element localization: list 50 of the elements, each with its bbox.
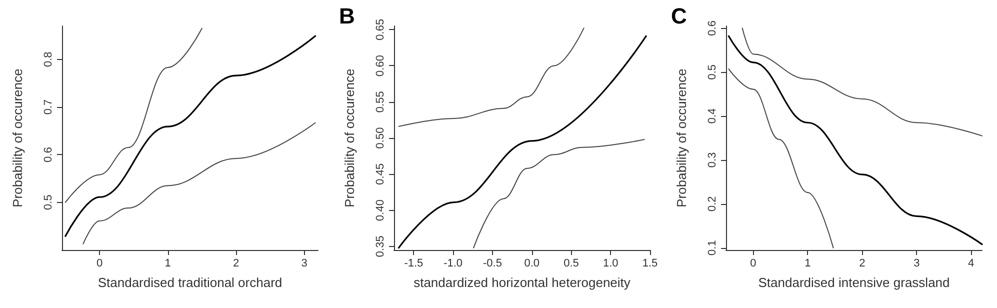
x-tick-label: -1.5 (404, 258, 424, 270)
x-tick-label: 0 (750, 258, 756, 270)
x-tick-label: 1.5 (642, 258, 658, 270)
line-series (728, 35, 983, 246)
x-axis-title: Standardised traditional orchard (98, 275, 282, 290)
y-tick-label: 0.60 (374, 55, 386, 76)
y-tick-label: 0.5 (42, 194, 54, 210)
y-tick-label: 0.65 (374, 18, 386, 40)
line-series (742, 28, 982, 136)
y-tick-label: 0.7 (42, 99, 54, 115)
x-tick-label: 3 (301, 258, 308, 270)
y-axis-title: Probability of occurence (674, 68, 689, 208)
y-tick-label: 0.1 (706, 240, 718, 256)
y-axis-title: Probability of occurence (342, 68, 357, 208)
line-series (398, 35, 647, 249)
chart-title: B (339, 4, 355, 28)
y-tick-label: 0.5 (706, 64, 718, 80)
x-axis-title: standardized horizontal heterogeneity (414, 275, 631, 290)
x-tick-label: 3 (914, 258, 920, 270)
line-series (398, 28, 584, 127)
y-tick-label: 0.55 (374, 91, 386, 113)
x-tick-label: 0.0 (524, 258, 540, 270)
y-tick-label: 0.6 (706, 20, 718, 36)
x-tick-label: 1 (164, 258, 171, 270)
y-tick-label: 0.3 (706, 152, 718, 168)
y-tick-label: 0.40 (374, 200, 386, 221)
y-tick-label: 0.8 (42, 52, 54, 68)
y-axis-title: Probability of occurence (10, 68, 25, 208)
line-series (82, 122, 316, 244)
y-tick-label: 0.35 (374, 236, 386, 258)
x-tick-label: 2 (859, 258, 866, 270)
chart-title: C (671, 4, 687, 28)
y-tick-label: 0.6 (42, 147, 54, 162)
line-series (64, 35, 316, 237)
y-tick-label: 0.4 (706, 108, 718, 124)
x-tick-label: 1.0 (602, 258, 618, 270)
y-tick-label: 0.45 (374, 163, 386, 185)
y-tick-label: 0.50 (374, 127, 386, 149)
x-tick-label: 2 (233, 258, 240, 270)
x-tick-label: 0.5 (564, 258, 579, 270)
x-tick-label: 1 (804, 258, 811, 270)
line-series (473, 138, 645, 248)
x-tick-label: 0 (96, 258, 103, 270)
x-tick-label: 4 (968, 258, 974, 270)
x-tick-label: -1.0 (444, 258, 463, 270)
x-tick-label: -0.5 (482, 258, 502, 270)
line-series (64, 28, 202, 203)
line-series (728, 68, 834, 248)
y-tick-label: 0.2 (706, 196, 718, 212)
x-axis-title: Standardised intensive grassland (758, 275, 950, 290)
